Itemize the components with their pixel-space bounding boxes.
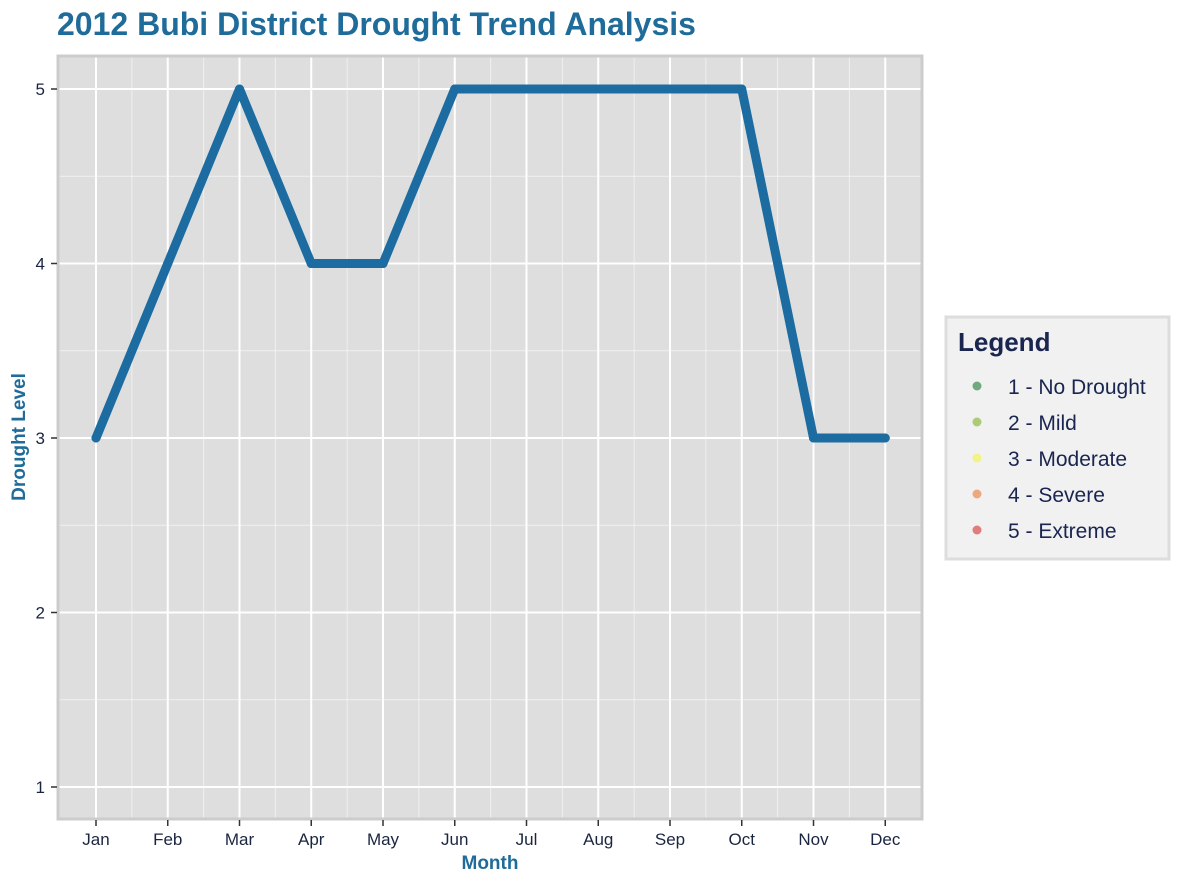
x-tick-label: Feb [153,830,182,849]
data-point [522,84,531,94]
x-tick-label: Mar [225,830,255,849]
data-point [378,259,388,268]
legend-items: 1 - No Drought 2 - Mild 3 - Moderate 4 - Se… [972,376,1146,543]
data-point [91,433,101,443]
y-tick-label: 1 [36,778,45,797]
x-tick-label: Aug [583,830,613,849]
data-point [809,433,818,443]
data-point [593,84,603,94]
legend-marker [972,489,982,499]
data-point [737,84,747,94]
legend-label: 2 - Mild [1008,412,1077,435]
legend-item: 5 - Extreme [972,520,1117,543]
legend-marker [972,453,982,463]
data-point [163,259,173,268]
legend-marker [972,381,982,391]
y-tick-label: 2 [36,604,45,623]
x-tick-label: May [367,830,400,849]
series-line [91,84,890,443]
legend-item: 2 - Mild [972,412,1077,435]
series-layer [91,84,890,443]
data-point [235,84,244,94]
y-axis: 1 2 3 4 5 [36,80,57,797]
legend-item: 4 - Severe [972,484,1105,507]
legend-box [944,315,1171,561]
legend-label: 3 - Moderate [1008,448,1127,471]
x-tick-label: Jun [441,830,468,849]
y-axis-title: Drought Level [9,373,30,501]
x-tick-label: Jul [516,830,538,849]
data-point [450,84,460,94]
legend-marker [972,417,982,427]
x-tick-label: Jan [82,830,109,849]
x-tick-label: Dec [870,830,901,849]
y-tick-label: 4 [36,255,45,274]
data-point [880,433,890,443]
x-axis-title: Month [462,853,519,874]
plot-panel-border [56,54,924,821]
legend-label: 4 - Severe [1008,484,1105,507]
chart-title: 2012 Bubi District Drought Trend Analysi… [57,6,696,42]
y-tick-label: 5 [36,80,45,99]
legend-marker [972,525,982,535]
legend-label: 5 - Extreme [1008,520,1117,543]
x-tick-label: Oct [729,830,756,849]
data-point [665,84,675,94]
y-tick-label: 3 [36,429,45,448]
legend-title: Legend [958,327,1050,357]
legend-label: 1 - No Drought [1008,376,1146,399]
x-axis: Jan Feb Mar Apr May Jun Jul Aug Sep Oct Nov Dec [82,820,901,849]
legend-item: 3 - Moderate [972,448,1127,471]
x-tick-label: Apr [298,830,325,849]
x-tick-label: Nov [798,830,829,849]
data-point [306,259,316,268]
x-tick-label: Sep [655,830,685,849]
legend: Legend 1 - No Drought 2 - Mild 3 - Moderat… [944,315,1171,561]
legend-item: 1 - No Drought [972,376,1146,399]
major-grid [58,56,922,819]
